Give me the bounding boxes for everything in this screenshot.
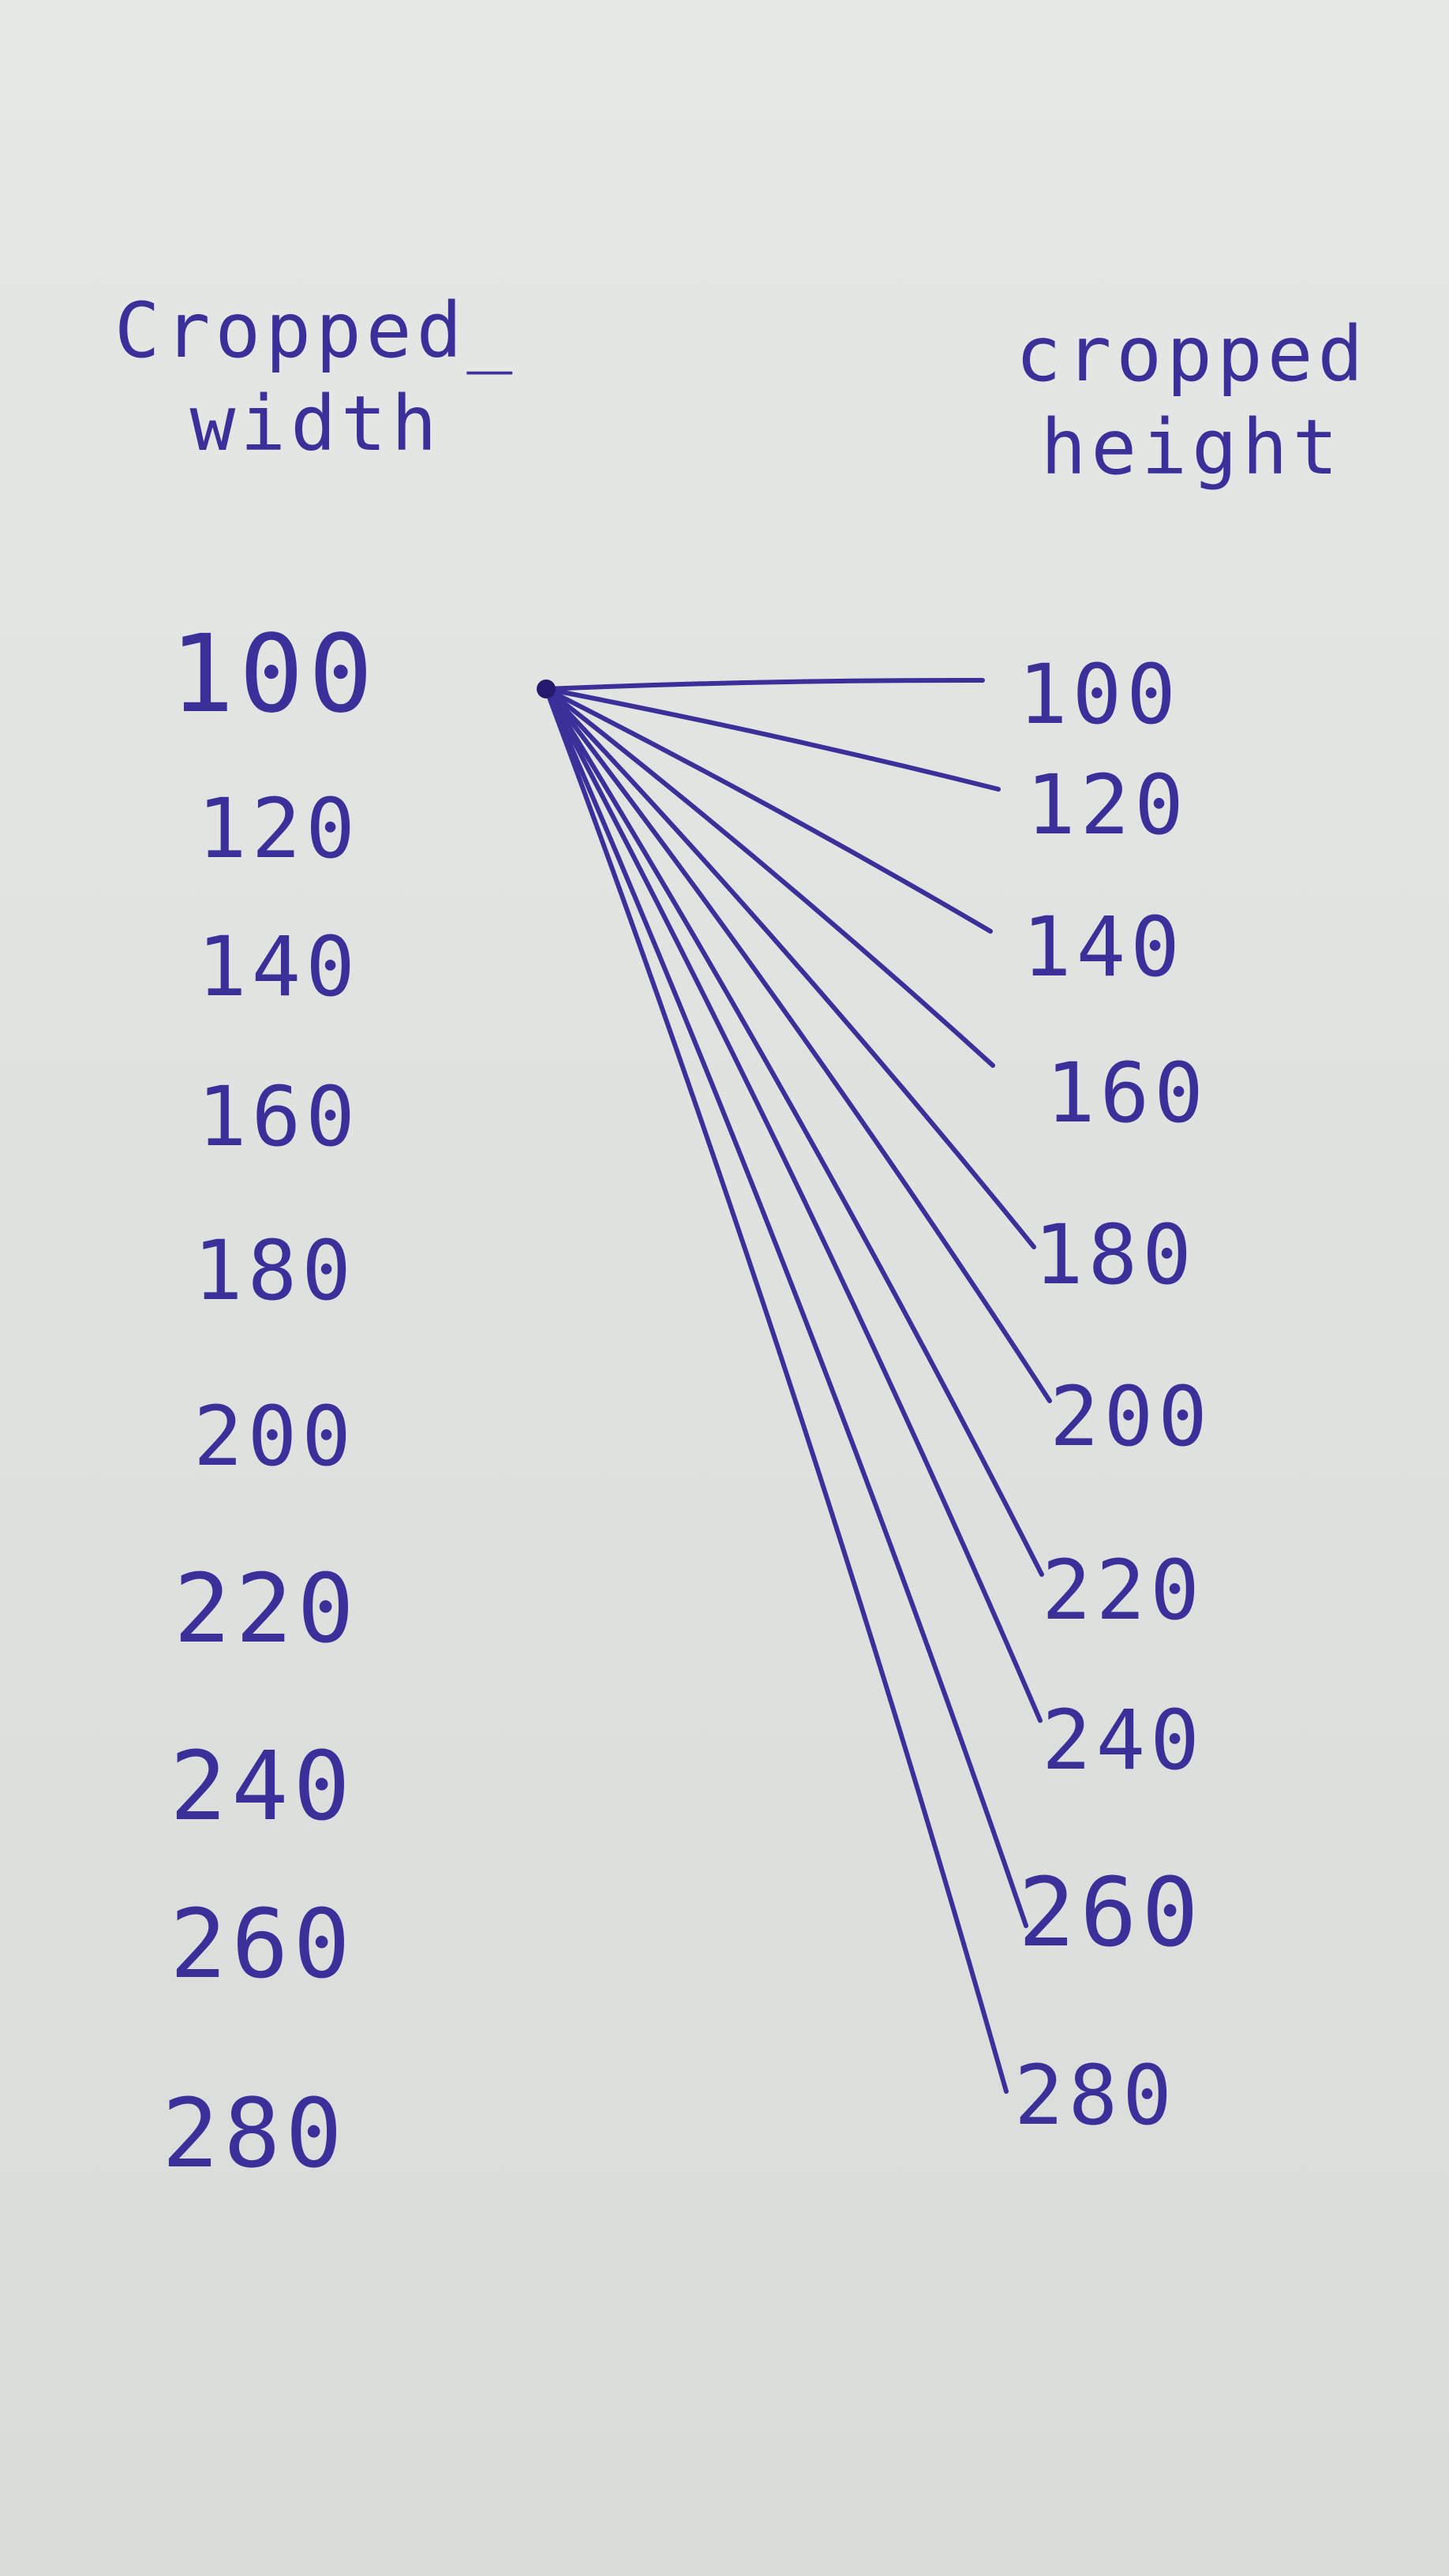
- left-value-120: 120: [197, 781, 360, 877]
- right-value-140: 140: [1022, 899, 1185, 995]
- right-value-260: 260: [1018, 1859, 1204, 1968]
- left-value-140: 140: [197, 919, 360, 1015]
- right-value-280: 280: [1014, 2047, 1177, 2144]
- right-value-100: 100: [1018, 646, 1181, 743]
- left-value-200: 200: [193, 1388, 356, 1485]
- connection-line-200: [544, 687, 1052, 1403]
- left-value-240: 240: [170, 1732, 355, 1842]
- connection-line-140: [544, 687, 993, 934]
- right-title-line2: height: [1040, 403, 1343, 492]
- connection-line-220: [544, 687, 1044, 1577]
- right-value-120: 120: [1026, 757, 1189, 853]
- left-value-180: 180: [193, 1222, 356, 1319]
- left-value-260: 260: [170, 1890, 355, 2000]
- right-value-180: 180: [1034, 1207, 1196, 1303]
- connection-line-180: [544, 687, 1036, 1249]
- right-column-title: cropped height: [971, 308, 1413, 494]
- left-column-title: Cropped_ width: [95, 284, 537, 470]
- origin-dot: [537, 680, 556, 698]
- left-value-100: 100: [170, 612, 378, 737]
- right-value-160: 160: [1046, 1045, 1208, 1141]
- right-value-200: 200: [1050, 1368, 1212, 1465]
- connection-line-120: [544, 687, 1001, 792]
- left-value-160: 160: [197, 1069, 360, 1165]
- connection-line-240: [544, 687, 1043, 1723]
- connection-line-160: [544, 687, 995, 1068]
- connection-line-280: [544, 687, 1009, 2094]
- right-title-line1: cropped: [1015, 310, 1368, 399]
- left-title-line1: Cropped_: [114, 286, 518, 375]
- left-title-line2: width: [189, 380, 442, 468]
- connection-line-100: [544, 677, 985, 691]
- right-value-240: 240: [1042, 1692, 1204, 1788]
- connection-line-260: [544, 687, 1028, 1928]
- left-value-220: 220: [174, 1555, 359, 1664]
- left-value-280: 280: [162, 2080, 347, 2189]
- right-value-220: 220: [1042, 1542, 1204, 1638]
